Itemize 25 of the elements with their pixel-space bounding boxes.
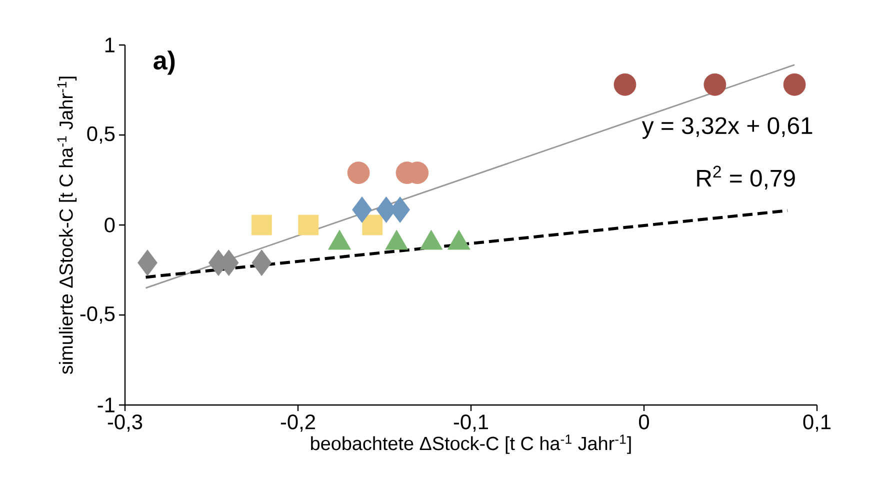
y-tick-label: 0,5 (87, 126, 115, 144)
y-tick-label: -1 (98, 398, 114, 412)
annotation: y = 3,32x + 0,61 (642, 117, 812, 139)
x-tick-label: -0,3 (108, 414, 142, 432)
point (783, 73, 806, 96)
point (614, 73, 636, 96)
y-tick-label: 0 (104, 218, 115, 232)
point (347, 162, 370, 184)
x-tick-label: -0,1 (454, 414, 488, 432)
point (251, 214, 272, 236)
point (704, 73, 726, 96)
point (362, 214, 383, 236)
x-tick-label: 0 (639, 414, 649, 430)
annotation: R$^{2}$ = 0,79 (697, 166, 795, 190)
point (252, 250, 272, 276)
point (298, 214, 319, 236)
x-tick-label: -0,2 (280, 414, 315, 432)
x-tick-label: 0,1 (803, 414, 831, 432)
annotation: a) (154, 50, 175, 75)
y-tick-label: 1 (105, 38, 114, 52)
x-axis-title: beobachtete ΔStock-C [t C ha$^{-1}$ Jahr$^{-1}$] (311, 434, 631, 454)
y-axis-title: simulierte ΔStock-C [t C ha$^{-1}$ Jahr$^{-1}$] (57, 76, 77, 374)
point (138, 250, 158, 276)
y-tick-label: -0,5 (80, 306, 115, 324)
point (352, 196, 372, 223)
